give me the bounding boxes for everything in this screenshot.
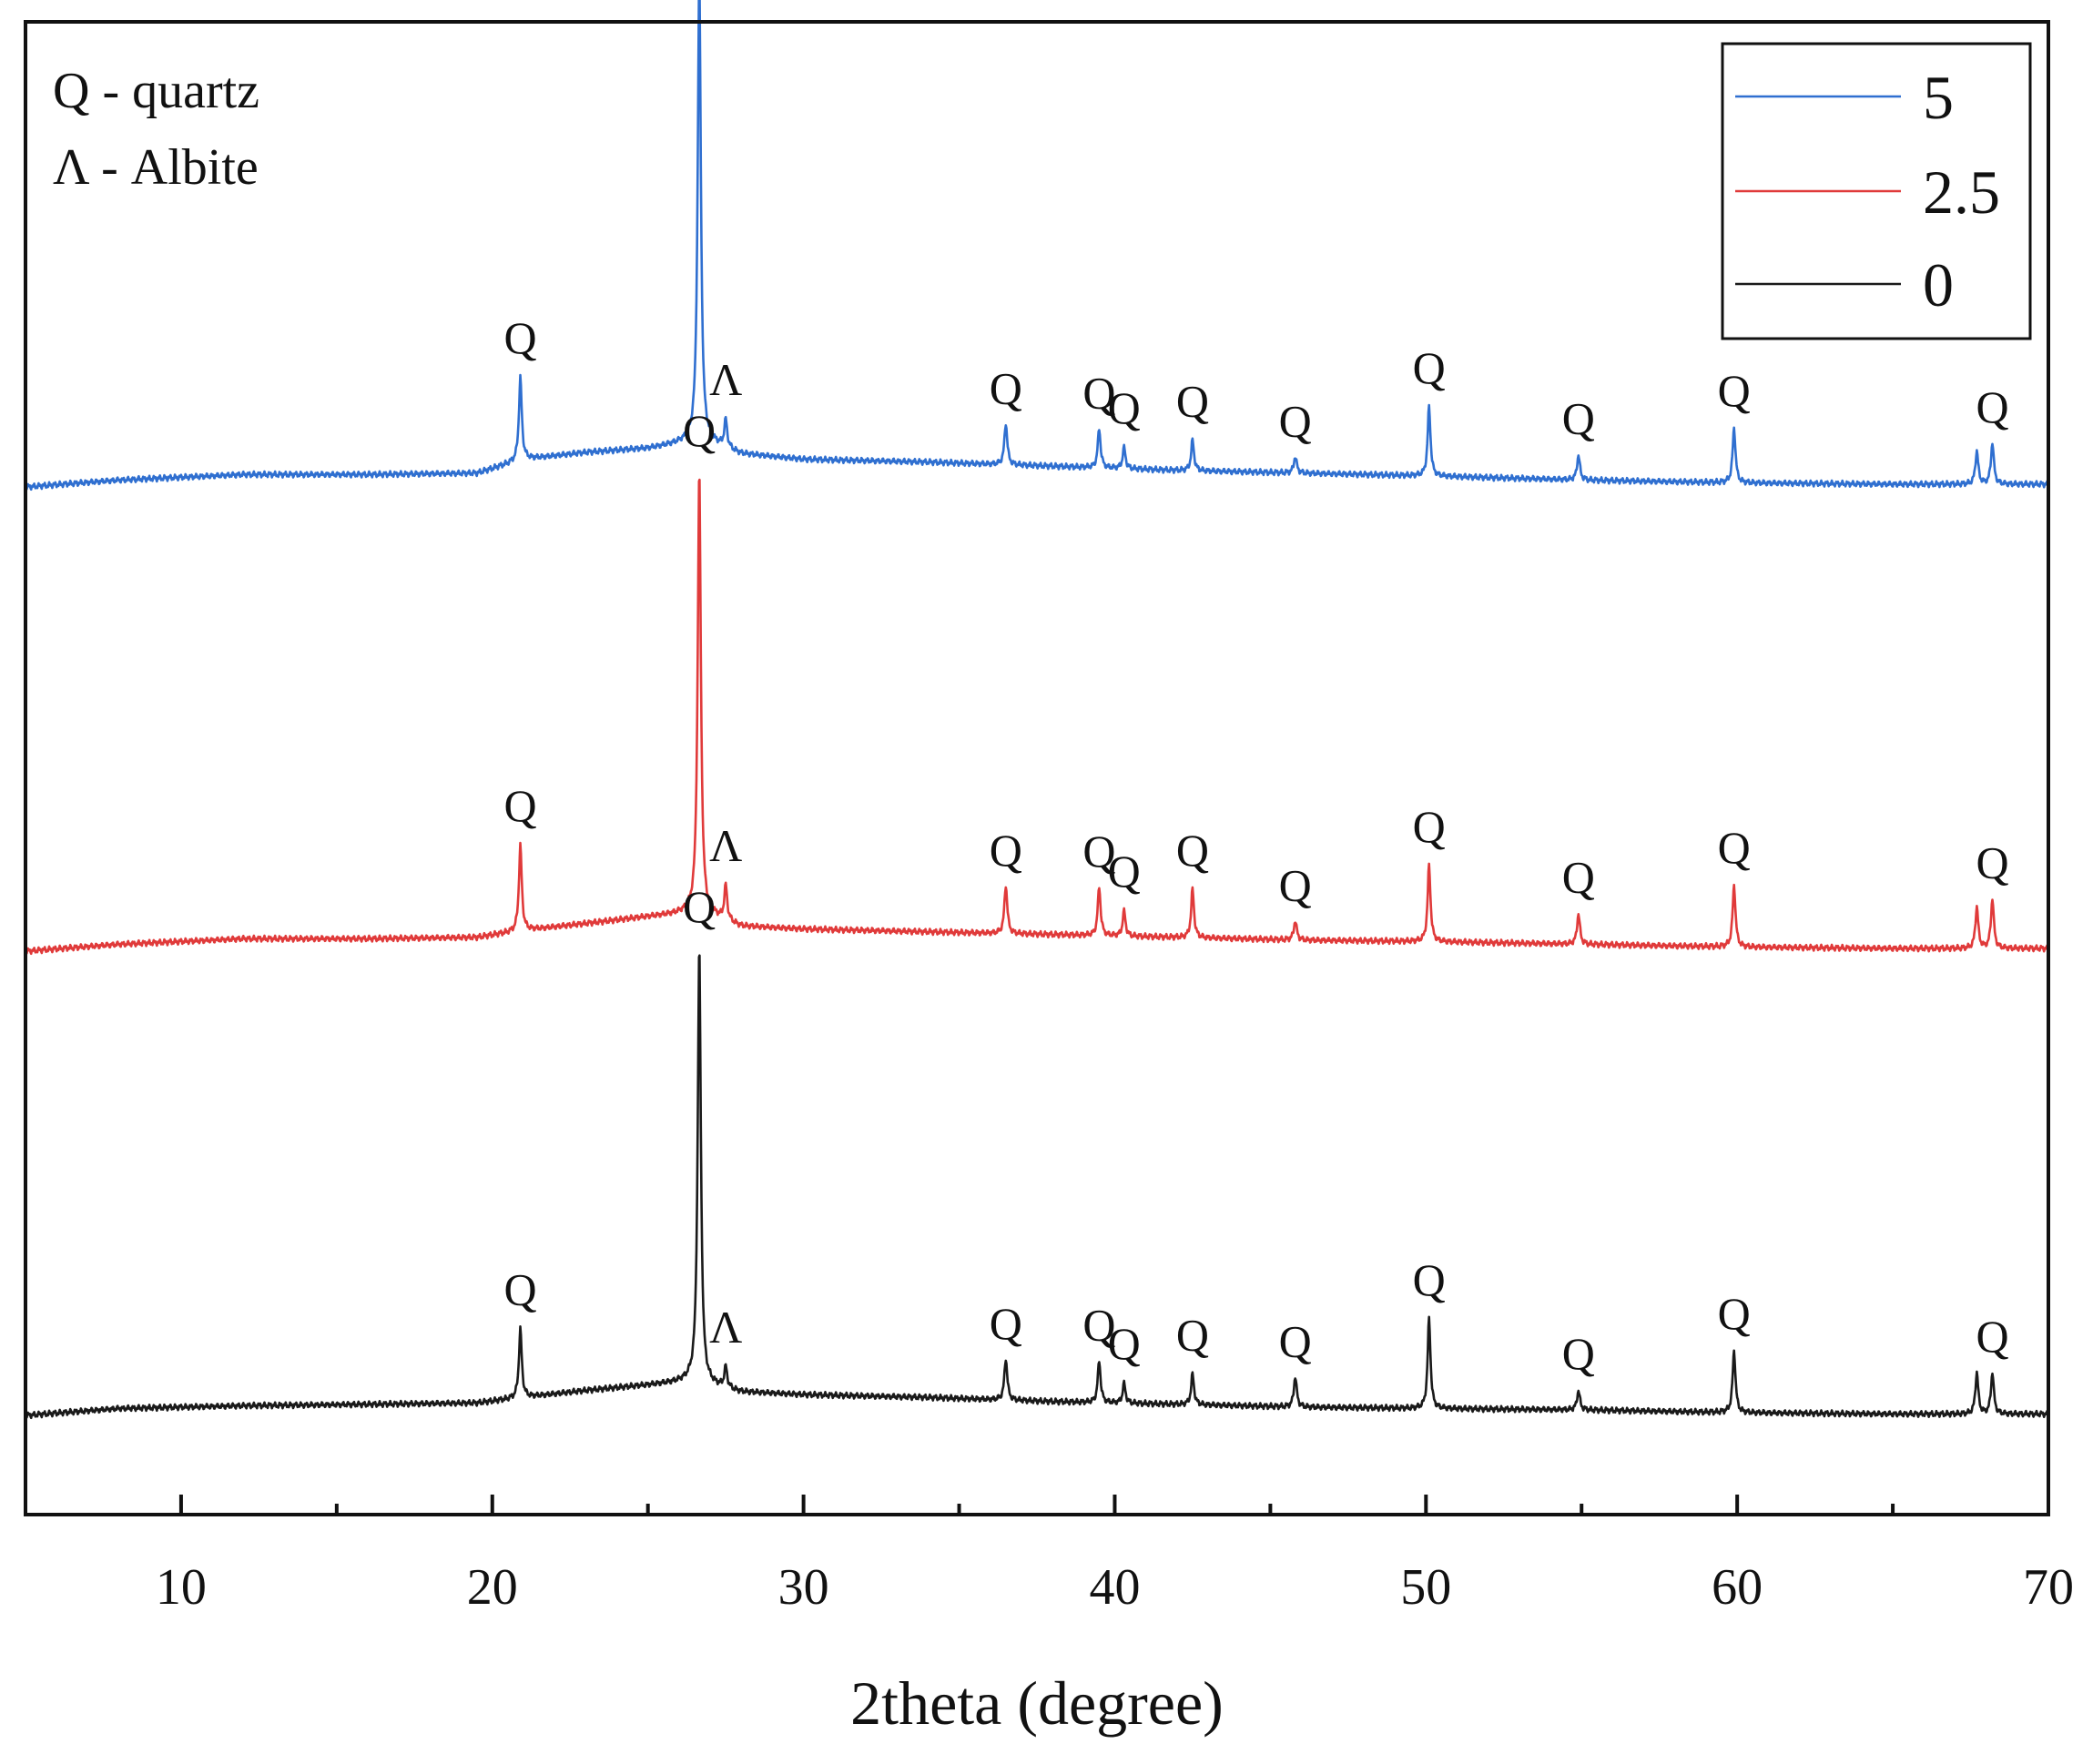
peak-label: Q	[1562, 392, 1595, 443]
phase-key: Q - quartz Λ - Albite	[53, 63, 259, 196]
peak-label-layer: QQΛQQQQQQQQQQQΛQQQQQQQQQQQΛQQQQQQQQQ	[503, 312, 2008, 1379]
legend-label-5: 5	[1923, 63, 1954, 132]
legend-label-2-5: 2.5	[1923, 157, 2000, 227]
x-tick-label: 40	[1089, 1559, 1140, 1616]
peak-label: Λ	[709, 1302, 742, 1353]
peak-label: Q	[1108, 382, 1141, 433]
x-tick-label: 50	[1400, 1559, 1451, 1616]
peak-label: Q	[1082, 368, 1115, 419]
x-tick-label: 20	[467, 1559, 518, 1616]
peak-label: Λ	[709, 820, 742, 871]
phase-key-quartz: Q - quartz	[53, 63, 259, 119]
series-line-0	[24, 954, 2050, 1420]
peak-label: Q	[1082, 826, 1115, 877]
x-tick-label: 10	[156, 1559, 207, 1616]
x-tick-label: 30	[778, 1559, 829, 1616]
peak-label: Q	[1279, 396, 1312, 447]
peak-label: Q	[1279, 860, 1312, 911]
peak-label: Q	[1413, 1254, 1446, 1305]
peak-label: Q	[1176, 825, 1209, 876]
peak-label: Q	[1718, 1288, 1751, 1339]
peak-label: Q	[1176, 1310, 1209, 1361]
peak-label: Λ	[709, 354, 742, 405]
peak-label: Q	[1976, 381, 2008, 432]
peak-label: Q	[1976, 1311, 2008, 1362]
peak-label: Q	[1108, 1318, 1141, 1369]
peak-label: Q	[683, 405, 716, 456]
peak-label: Q	[990, 362, 1022, 413]
peak-label: Q	[990, 1298, 1022, 1349]
peak-label: Q	[1082, 1300, 1115, 1351]
peak-label: Q	[1413, 801, 1446, 852]
x-axis-title: 2theta (degree)	[850, 1668, 1224, 1738]
plot-frame	[24, 20, 2050, 1516]
peak-label: Q	[683, 881, 716, 932]
series-line-2-5	[24, 478, 2050, 956]
series-layer	[24, 0, 2050, 1420]
x-tick-label: 60	[1712, 1559, 1763, 1616]
peak-label: Q	[1718, 365, 1751, 416]
peak-label: Q	[1176, 376, 1209, 427]
peak-label: Q	[1413, 342, 1446, 393]
peak-label: Q	[503, 780, 536, 831]
peak-label: Q	[1976, 837, 2008, 888]
peak-label: Q	[1562, 1328, 1595, 1379]
series-line-5	[24, 0, 2050, 492]
peak-label: Q	[1279, 1316, 1312, 1367]
peak-label: Q	[1562, 851, 1595, 902]
legend: 5 2.5 0	[1721, 42, 2032, 340]
legend-label-0: 0	[1923, 250, 1954, 319]
peak-label: Q	[1108, 846, 1141, 897]
peak-label: Q	[503, 1263, 536, 1314]
x-tick-label: 70	[2023, 1559, 2074, 1616]
peak-label: Q	[503, 312, 536, 363]
phase-key-albite: Λ - Albite	[53, 139, 259, 196]
peak-label: Q	[990, 825, 1022, 876]
x-axis-ticks: 10 20 30 40 50 60 70	[24, 1495, 2074, 1616]
peak-label: Q	[1718, 822, 1751, 873]
